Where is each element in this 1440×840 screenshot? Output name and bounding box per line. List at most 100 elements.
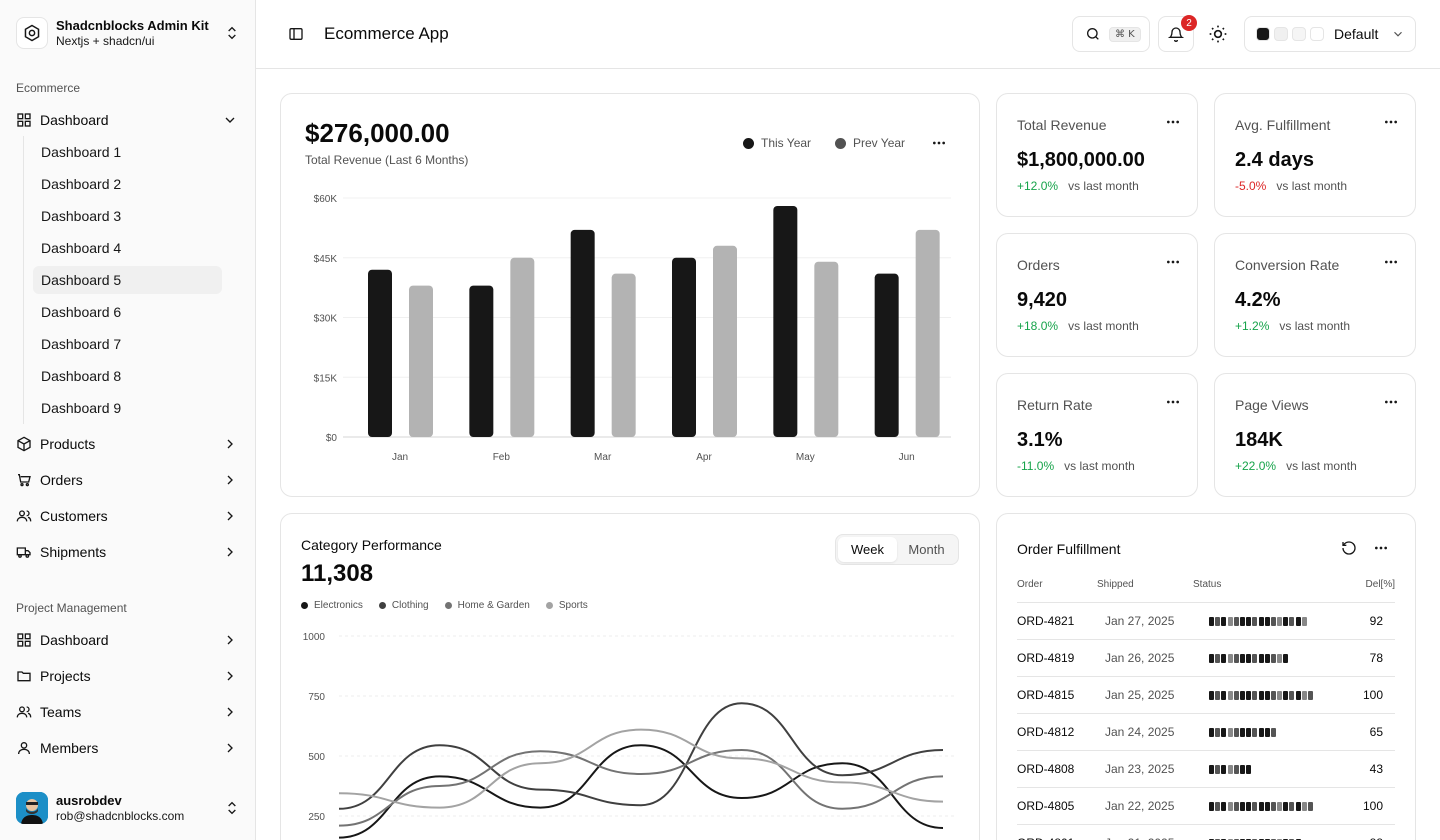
stat-value: 2.4 days [1235,149,1314,171]
table-row[interactable]: ORD-4821 Jan 27, 2025 92 [1017,603,1395,640]
nav-item-teams[interactable]: Teams [8,696,248,728]
shipped-date: Jan 25, 2025 [1105,688,1175,702]
status-segment [1270,691,1276,700]
table-row[interactable]: ORD-4801 Jan 21, 2025 88 [1017,825,1395,840]
legend-dot [444,602,452,609]
order-id: ORD-4805 [1017,799,1075,813]
avatar [16,792,48,824]
category-performance-card: 250 500 750 1000 Category Performance 11,30… [280,513,980,840]
status-segment [1283,691,1289,700]
tab-month[interactable]: Month [908,542,945,557]
sidebar-subitem-dashboard-6[interactable]: Dashboard 6 [41,304,122,320]
user-menu[interactable]: ausrobdev rob@shadcnblocks.com [16,792,240,824]
legend-label: Electronics [314,600,363,611]
stat-delta-row: -5.0% vs last month [1235,179,1347,193]
sidebar-subitem-dashboard-4[interactable]: Dashboard 4 [41,240,122,256]
theme-swatch [1310,27,1324,41]
legend-item: Home & Garden [444,600,530,611]
table-row[interactable]: ORD-4812 Jan 24, 2025 65 [1017,714,1395,751]
more-horizontal-icon[interactable] [1383,254,1399,270]
bell-icon [1168,27,1184,42]
category-line-chart: 250 500 750 1000 [303,632,955,839]
nav-item-label: Members [40,740,99,756]
status-segment [1221,691,1227,700]
status-segment [1270,802,1276,811]
search-button[interactable]: ⌘ K [1072,16,1150,52]
more-horizontal-icon[interactable] [1165,114,1181,130]
status-segment [1246,802,1252,811]
stat-delta-row: -11.0% vs last month [1017,459,1135,473]
nav-item-products[interactable]: Products [8,428,248,460]
nav-item-orders[interactable]: Orders [8,464,248,496]
chevrons-up-down-icon [228,26,236,40]
stat-delta-suffix: vs last month [1068,179,1139,193]
sidebar-subitem-dashboard-3[interactable]: Dashboard 3 [41,208,122,224]
status-segment [1221,617,1227,626]
more-horizontal-icon[interactable] [1165,254,1181,270]
sidebar-subitem-dashboard-8[interactable]: Dashboard 8 [41,368,122,384]
legend-item: Electronics [301,600,363,611]
shipped-date: Jan 26, 2025 [1105,651,1175,665]
nav-item-label: Dashboard [40,632,109,648]
nav-item-customers[interactable]: Customers [8,500,248,532]
bar-jan-this-year [368,269,392,437]
stat-label: Total Revenue [1017,117,1107,133]
table-row[interactable]: ORD-4808 Jan 23, 2025 43 [1017,751,1395,788]
tab-week[interactable]: Week [838,537,897,562]
more-horizontal-icon[interactable] [1383,114,1399,130]
bar-feb-prev-year [510,257,535,437]
table-row[interactable]: ORD-4805 Jan 22, 2025 100 [1017,788,1395,825]
status-segment [1221,728,1227,737]
status-segment [1252,802,1258,811]
status-segment [1239,765,1245,774]
table-row[interactable]: ORD-4819 Jan 26, 2025 78 [1017,640,1395,677]
table-row[interactable]: ORD-4815 Jan 25, 2025 100 [1017,677,1395,714]
status-segment [1289,691,1295,700]
nav-item-projects[interactable]: Projects [8,660,248,692]
users-icon [16,706,32,718]
sidebar-subitem-dashboard-9[interactable]: Dashboard 9 [41,400,122,416]
sidebar-toggle-icon[interactable] [288,26,304,42]
series-line-clothing [338,702,944,810]
sun-icon[interactable] [1208,24,1228,44]
more-horizontal-icon[interactable] [931,135,947,151]
status-segment [1258,654,1264,663]
team-switcher[interactable]: Shadcnblocks Admin Kit Nextjs + shadcn/u… [16,16,240,50]
nav-item-label: Customers [40,508,108,524]
layout-grid-icon [17,113,31,127]
notifications-button[interactable]: 2 [1158,15,1197,52]
nav-item-shipments[interactable]: Shipments [8,536,248,568]
nav-item-members[interactable]: Members [8,732,248,764]
period-toggle: Week Month [835,534,959,565]
x-tick-label: Apr [696,452,712,463]
theme-select[interactable]: Default [1244,16,1416,52]
y-tick-label: $30K [314,314,338,325]
bar-jan-prev-year [409,285,433,437]
more-horizontal-icon[interactable] [1373,540,1389,556]
nav-item-pm-dashboard[interactable]: Dashboard [8,624,248,656]
status-segment [1227,654,1233,663]
bar-mar-prev-year [611,273,636,437]
legend-label: Home & Garden [457,600,530,611]
delivery-percent: 100 [1362,688,1383,702]
sidebar-subitem-dashboard-2[interactable]: Dashboard 2 [41,176,122,192]
refresh-icon[interactable] [1341,540,1357,556]
status-segment [1246,617,1252,626]
x-tick-label: May [796,452,815,463]
stat-value: 9,420 [1017,289,1068,311]
delivery-percent: 65 [1369,725,1383,739]
stat-value: 184K [1235,429,1283,451]
more-horizontal-icon[interactable] [1383,394,1399,410]
bar-apr-this-year [672,257,696,437]
sidebar-subitem-dashboard-1[interactable]: Dashboard 1 [41,144,122,160]
status-segment [1227,728,1233,737]
more-horizontal-icon[interactable] [1165,394,1181,410]
series-line-home-garden [338,748,944,827]
status-segment [1264,691,1270,700]
nav-item-dashboard[interactable]: Dashboard [8,104,248,136]
status-segment [1246,654,1252,663]
stat-delta: +1.2% [1235,319,1270,333]
stat-delta: -5.0% [1235,179,1267,193]
sidebar-subitem-dashboard-5[interactable]: Dashboard 5 [33,266,222,294]
sidebar-subitem-dashboard-7[interactable]: Dashboard 7 [41,336,122,352]
